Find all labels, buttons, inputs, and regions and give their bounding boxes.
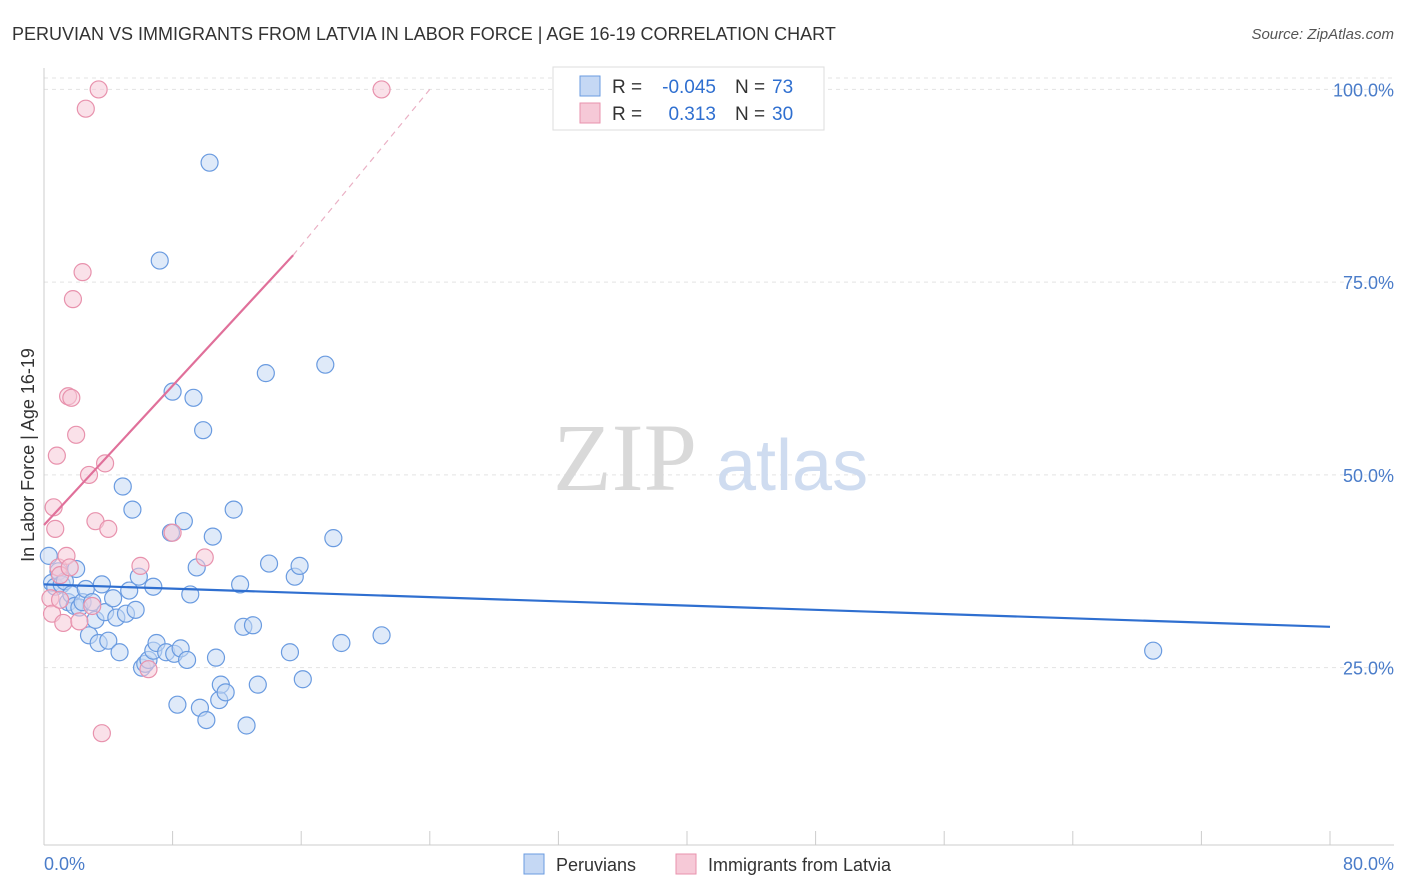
data-point xyxy=(177,650,197,670)
data-point xyxy=(62,388,81,407)
data-point xyxy=(197,710,216,730)
stats-n-label-latvia: N = xyxy=(735,104,765,125)
data-point xyxy=(110,643,129,662)
watermark-atlas: atlas xyxy=(716,426,868,506)
data-point xyxy=(256,364,275,383)
y-tick-labels: 25.0% 50.0% 75.0% 100.0% xyxy=(1333,80,1394,678)
stats-box: R = -0.045 N = 73 R = 0.313 N = 30 xyxy=(552,66,825,131)
y-tick-label: 100.0% xyxy=(1333,80,1394,100)
y-tick-label: 75.0% xyxy=(1343,273,1394,293)
data-point xyxy=(184,388,203,407)
data-point xyxy=(224,500,243,519)
data-point xyxy=(92,575,111,594)
x-tick-label-min: 0.0% xyxy=(44,854,85,874)
data-point xyxy=(206,648,226,667)
legend-label-peruvians: Peruvians xyxy=(556,855,636,875)
data-point xyxy=(194,421,213,440)
data-point xyxy=(316,355,335,374)
data-point xyxy=(293,670,312,689)
chart-title: PERUVIAN VS IMMIGRANTS FROM LATVIA IN LA… xyxy=(12,24,836,44)
data-point xyxy=(67,425,86,444)
data-point xyxy=(139,660,158,679)
watermark: ZIP atlas xyxy=(553,404,868,511)
trend-line-peruvians xyxy=(43,583,1331,628)
watermark-zip: ZIP xyxy=(553,404,697,511)
data-point xyxy=(60,558,79,577)
data-point xyxy=(54,613,73,633)
trend-line-latvia xyxy=(43,254,294,526)
series-latvia-points xyxy=(41,80,391,743)
chart-source: Source: ZipAtlas.com xyxy=(1251,26,1394,43)
data-point xyxy=(99,519,118,538)
data-point xyxy=(243,616,263,635)
data-point xyxy=(47,446,66,465)
stats-swatch-latvia xyxy=(579,102,601,124)
legend-swatch-latvia xyxy=(675,853,697,875)
data-point xyxy=(83,596,102,616)
data-point xyxy=(1144,641,1163,660)
data-point xyxy=(259,554,279,573)
legend-label-latvia: Immigrants from Latvia xyxy=(708,855,892,875)
stats-n-value-latvia: 30 xyxy=(772,104,793,125)
data-point xyxy=(163,382,182,401)
data-point xyxy=(195,548,214,567)
data-point xyxy=(237,716,256,735)
data-point xyxy=(174,512,193,531)
data-point xyxy=(163,523,182,542)
legend: Peruvians Immigrants from Latvia xyxy=(523,853,892,875)
data-point xyxy=(50,590,70,609)
y-tick-label: 50.0% xyxy=(1343,466,1394,486)
data-point xyxy=(126,600,145,619)
data-point xyxy=(168,695,187,714)
stats-r-label-peruvians: R = xyxy=(612,77,642,98)
data-point xyxy=(63,290,83,309)
data-point xyxy=(113,477,132,496)
y-tick-label: 25.0% xyxy=(1343,659,1394,679)
axes xyxy=(43,68,1394,846)
data-point xyxy=(70,612,89,631)
series-peruvians-points xyxy=(39,153,1163,735)
data-point xyxy=(92,724,111,743)
stats-swatch-peruvians xyxy=(579,75,601,97)
data-point xyxy=(99,631,118,650)
legend-swatch-peruvians xyxy=(523,853,545,875)
data-point xyxy=(89,80,108,99)
data-point xyxy=(95,454,115,473)
data-point xyxy=(372,626,391,645)
data-point xyxy=(280,643,300,662)
y-axis-label: In Labor Force | Age 16-19 xyxy=(18,348,38,562)
data-point xyxy=(46,519,65,538)
data-point xyxy=(200,153,219,172)
data-point xyxy=(131,556,150,575)
data-point xyxy=(76,99,95,118)
data-point xyxy=(150,251,169,270)
x-tick-label-max: 80.0% xyxy=(1343,854,1394,874)
data-point xyxy=(231,575,250,594)
data-point xyxy=(332,633,351,653)
data-point xyxy=(290,556,309,575)
data-point xyxy=(123,500,142,519)
data-point xyxy=(248,675,267,694)
stats-r-label-latvia: R = xyxy=(612,104,642,125)
data-point xyxy=(324,529,343,548)
stats-r-value-latvia: 0.313 xyxy=(668,104,716,125)
data-point xyxy=(203,527,222,546)
trend-line-latvia-extension xyxy=(292,89,431,256)
data-point xyxy=(216,683,235,702)
stats-n-value-peruvians: 73 xyxy=(772,77,793,98)
trend-lines xyxy=(43,89,1331,628)
data-point xyxy=(104,589,123,608)
stats-r-value-peruvians: -0.045 xyxy=(662,77,716,98)
data-point xyxy=(73,263,92,282)
stats-n-label-peruvians: N = xyxy=(735,77,765,98)
data-point xyxy=(372,80,391,99)
